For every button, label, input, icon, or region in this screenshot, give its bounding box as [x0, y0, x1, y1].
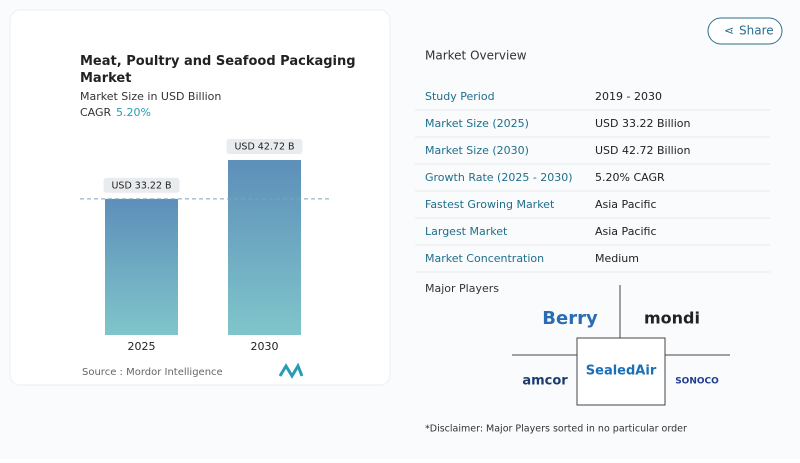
row-label: Market Concentration	[425, 252, 544, 265]
logo-box	[576, 337, 666, 406]
row-value: Asia Pacific	[595, 198, 657, 211]
value-label: USD 33.22 B	[111, 180, 171, 191]
value-label-box	[103, 177, 180, 193]
player-logo: SealedAir	[586, 364, 657, 379]
row-label: Study Period	[425, 90, 495, 103]
value-label-box	[226, 139, 303, 154]
row-value: Medium	[595, 252, 639, 265]
player-logo: Berry	[542, 308, 598, 329]
player-logo: SONOCO	[675, 377, 719, 387]
row-label: Market Size (2030)	[425, 144, 529, 157]
row-label: Market Size (2025)	[425, 117, 529, 130]
bar	[105, 198, 178, 335]
overview-title: Market Overview	[425, 49, 527, 63]
bar	[228, 160, 301, 335]
row-value: 5.20% CAGR	[595, 171, 665, 184]
cagr-value: 5.20%	[116, 106, 151, 119]
row-value: USD 42.72 Billion	[595, 144, 690, 157]
row-value: 2019 - 2030	[595, 90, 662, 103]
x-tick-label: 2030	[251, 340, 279, 353]
disclaimer: *Disclaimer: Major Players sorted in no …	[425, 424, 687, 435]
share-icon: ⋖	[724, 24, 734, 38]
player-logo: amcor	[522, 374, 568, 389]
player-logo: mondi	[644, 309, 700, 328]
row-label: Largest Market	[425, 225, 508, 238]
row-label: Fastest Growing Market	[425, 198, 555, 211]
players-title: Major Players	[425, 282, 499, 295]
share-button[interactable]	[707, 17, 783, 45]
chart-title: Meat, Poultry and Seafood Packaging Marke…	[80, 54, 356, 86]
source: Source : Mordor Intelligence	[82, 367, 223, 378]
row-value: Asia Pacific	[595, 225, 657, 238]
cagr-label: CAGR	[80, 106, 112, 119]
value-label: USD 42.72 B	[234, 142, 294, 153]
brand-logo	[278, 362, 304, 379]
row-label: Growth Rate (2025 - 2030)	[425, 171, 573, 184]
x-tick-label: 2025	[128, 340, 156, 353]
subtitle: Market Size in USD Billion	[80, 90, 221, 103]
row-value: USD 33.22 Billion	[595, 117, 690, 130]
share-label[interactable]: Share	[739, 24, 774, 38]
